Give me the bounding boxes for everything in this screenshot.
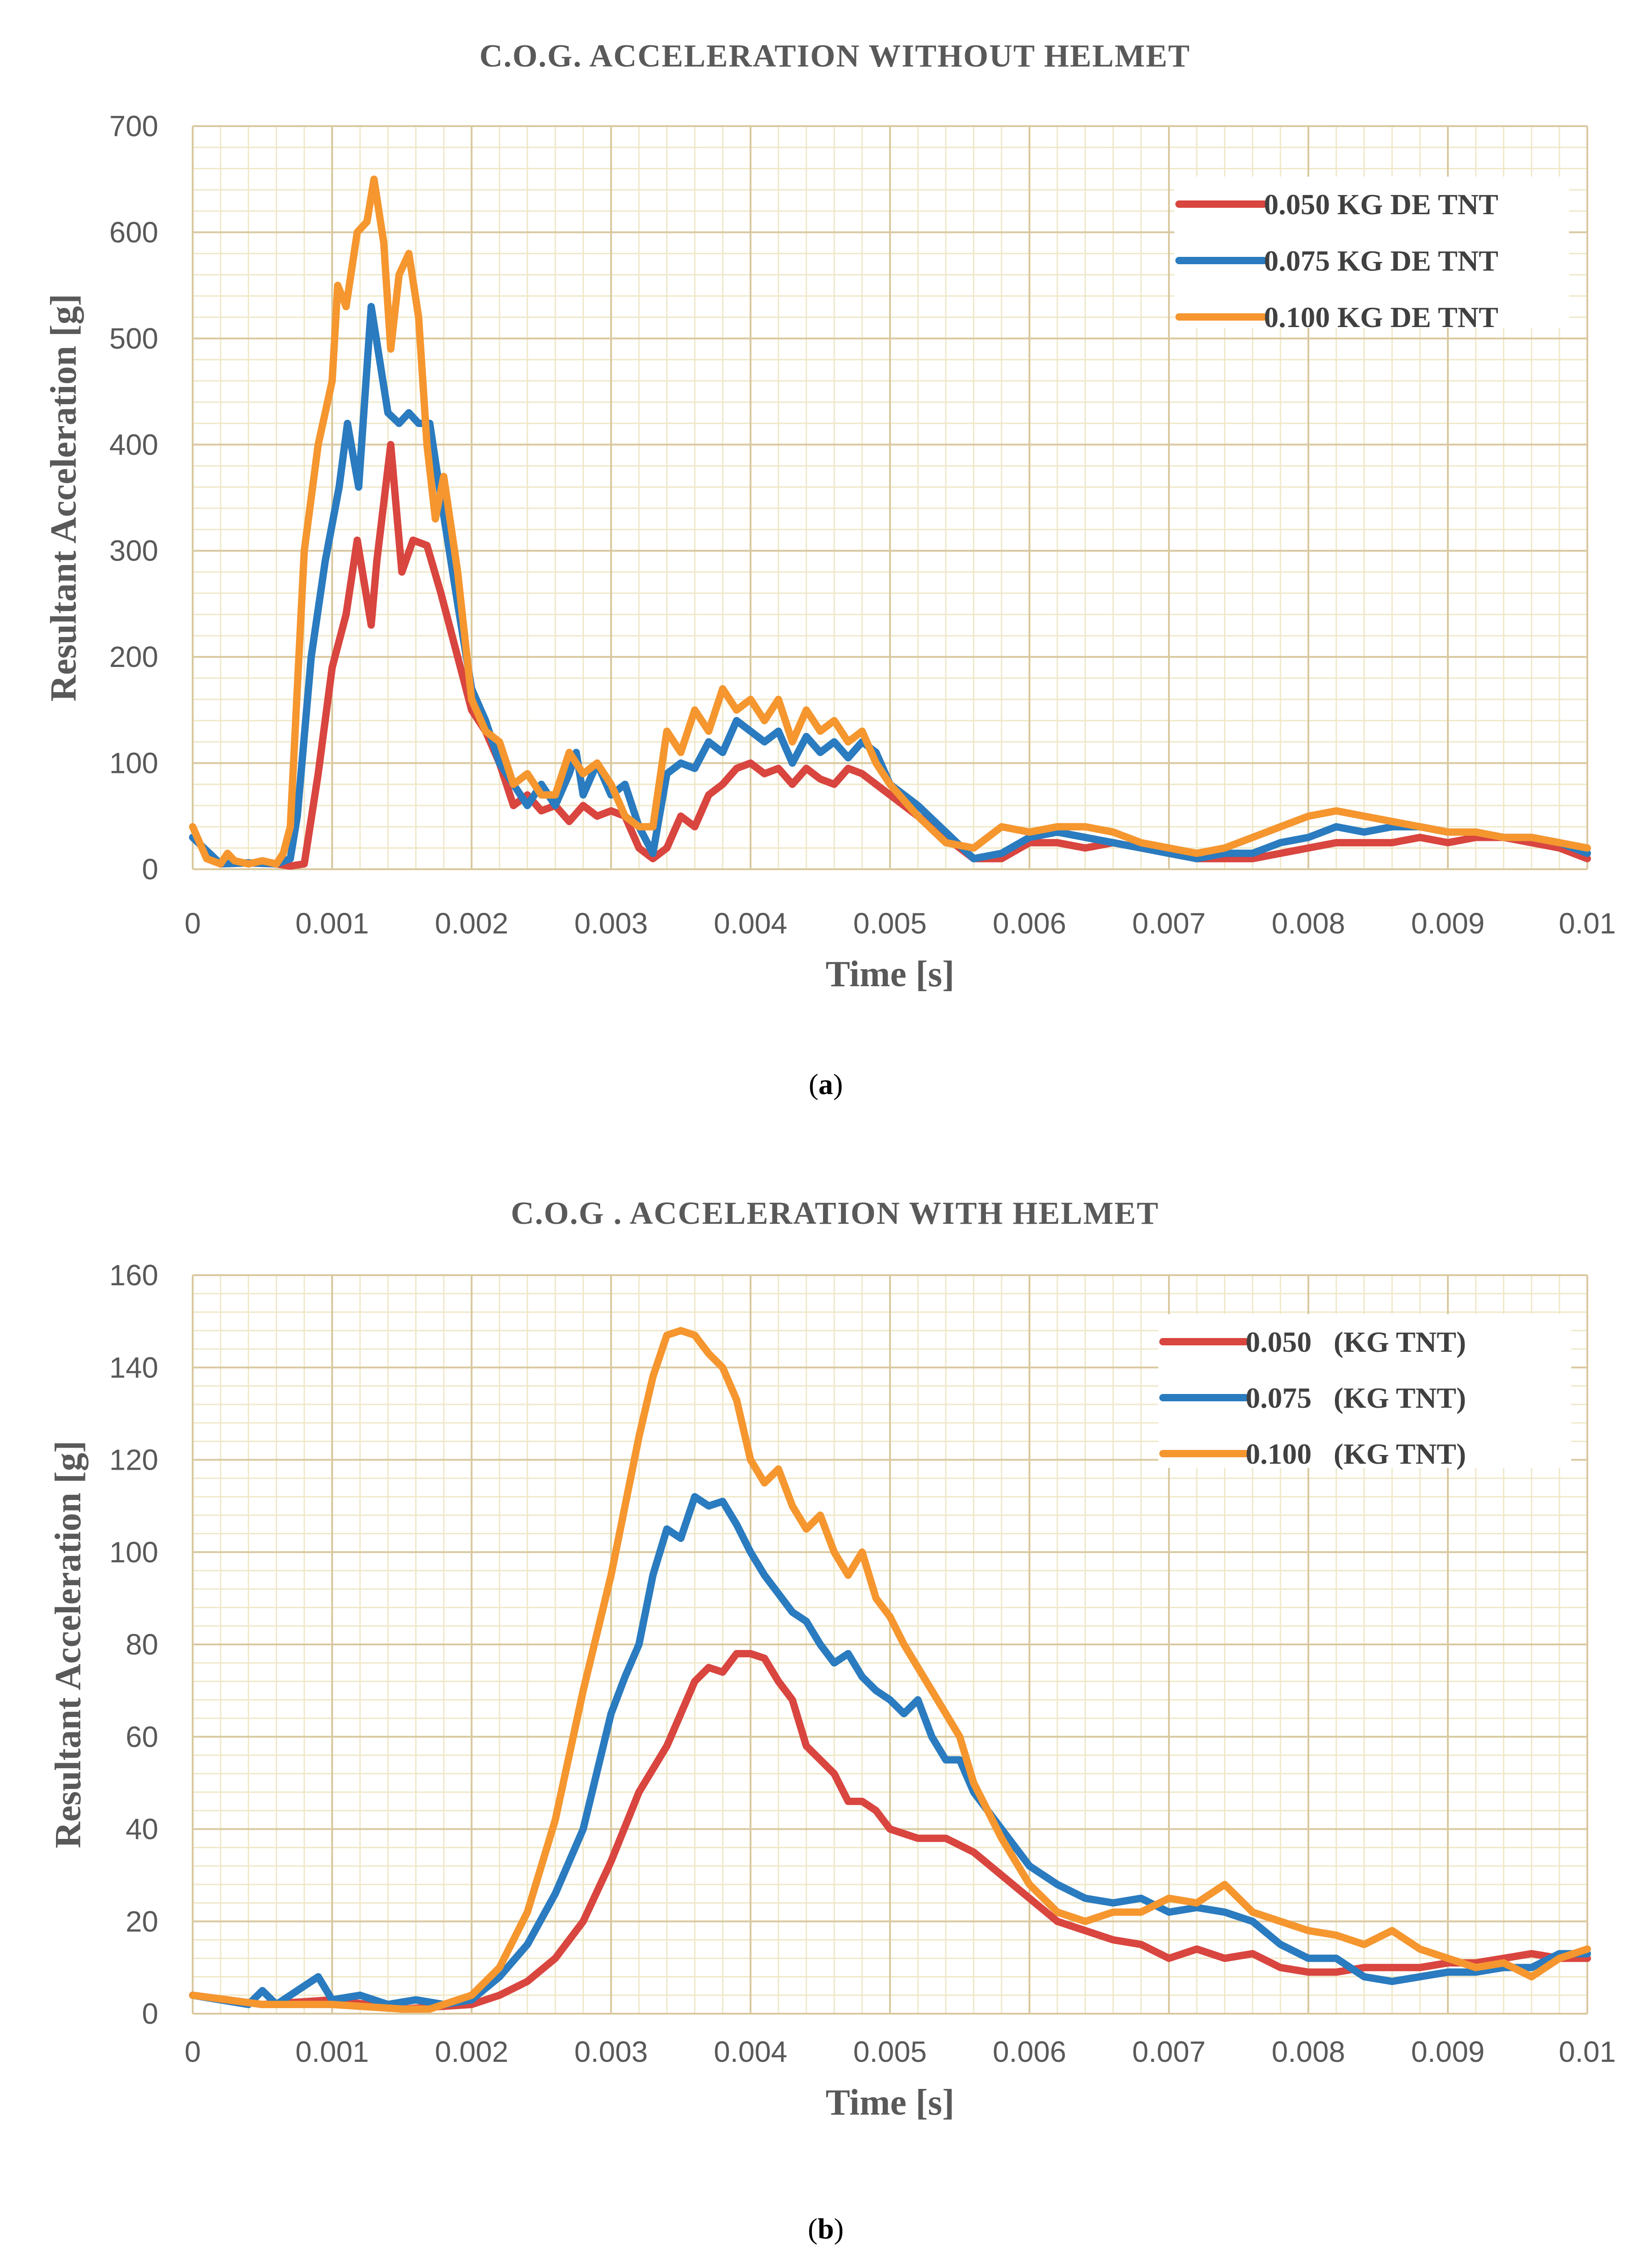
x-tick-label: 0.002 — [435, 907, 508, 940]
grid — [192, 1274, 1588, 2015]
subfigure-caption: (a) — [809, 1068, 843, 1100]
legend-label-2: 0.100 KG DE TNT — [1264, 301, 1498, 333]
y-tick-label: 160 — [109, 1259, 158, 1292]
series-line-2 — [189, 175, 1591, 868]
y-axis-label: Resultant Acceleration [g] — [48, 1441, 89, 1849]
legend-label-0: 0.050 KG DE TNT — [1264, 188, 1498, 221]
y-tick-label: 0 — [142, 853, 158, 886]
caption-letter: a — [818, 1068, 833, 1100]
series-line-2 — [189, 1327, 1591, 2013]
x-tick-label: 0.008 — [1272, 907, 1345, 940]
x-tick-label: 0.007 — [1132, 2035, 1206, 2068]
x-tick-label: 0.007 — [1132, 907, 1206, 940]
legend-label-2: 0.100 (KG TNT) — [1246, 1438, 1466, 1470]
x-tick-label: 0.003 — [574, 2035, 648, 2068]
x-tick-label: 0 — [184, 2035, 201, 2068]
x-tick-label: 0.004 — [714, 907, 787, 940]
y-tick-label: 0 — [142, 1997, 158, 2030]
x-tick-label: 0.001 — [295, 2035, 369, 2068]
series-line-0 — [189, 441, 1591, 870]
x-tick-label: 0.01 — [1559, 2035, 1616, 2068]
legend-label-1: 0.075 KG DE TNT — [1264, 244, 1498, 277]
x-axis-label: Time [s] — [826, 2082, 955, 2123]
y-tick-label: 20 — [126, 1905, 158, 1938]
subfigure-caption: (b) — [808, 2212, 844, 2245]
y-tick-label: 600 — [109, 216, 158, 249]
chart-a-without-helmet: C.O.G. ACCELERATION WITHOUT HELMET 0 0.001… — [44, 39, 1616, 1100]
chart-title: C.O.G . ACCELERATION WITH HELMET — [511, 1196, 1159, 1231]
caption-open-paren: ( — [809, 1068, 818, 1100]
y-tick-label: 100 — [109, 747, 158, 780]
y-tick-label: 700 — [109, 110, 158, 143]
x-tick-label: 0.004 — [714, 2035, 787, 2068]
caption-close-paren: ) — [834, 2212, 844, 2245]
y-tick-label: 120 — [109, 1444, 158, 1477]
y-tick-label: 200 — [109, 640, 158, 673]
x-tick-label: 0.01 — [1559, 907, 1616, 940]
x-tick-label: 0.005 — [853, 2035, 927, 2068]
y-tick-label: 60 — [126, 1720, 158, 1753]
x-tick-label: 0.003 — [574, 907, 648, 940]
chart-title: C.O.G. ACCELERATION WITHOUT HELMET — [479, 39, 1190, 74]
x-tick-label: 0 — [184, 907, 201, 940]
y-tick-label: 300 — [109, 534, 158, 567]
x-tick-label: 0.008 — [1272, 2035, 1345, 2068]
y-tick-label: 100 — [109, 1536, 158, 1569]
y-tick-label: 500 — [109, 322, 158, 355]
x-tick-label: 0.006 — [993, 907, 1066, 940]
legend: 0.050 (KG TNT) 0.075 (KG TNT) 0.100 (KG TN… — [1158, 1314, 1571, 1470]
y-axis-label: Resultant Acceleration [g] — [44, 294, 84, 702]
caption-close-paren: ) — [833, 1068, 843, 1100]
x-tick-label: 0.006 — [993, 2035, 1066, 2068]
x-tick-label: 0.009 — [1411, 907, 1485, 940]
y-tick-label: 40 — [126, 1813, 158, 1846]
x-tick-label: 0.002 — [435, 2035, 508, 2068]
x-tick-label: 0.005 — [853, 907, 927, 940]
legend-label-1: 0.075 (KG TNT) — [1246, 1382, 1466, 1414]
legend: 0.050 KG DE TNT 0.075 KG DE TNT 0.100 KG D… — [1174, 177, 1569, 333]
caption-open-paren: ( — [808, 2212, 818, 2245]
x-tick-label: 0.009 — [1411, 2035, 1485, 2068]
series-line-1 — [189, 303, 1591, 868]
chart-b-with-helmet: C.O.G . ACCELERATION WITH HELMET 0 0.001 0.… — [48, 1196, 1616, 2245]
y-tick-label: 80 — [126, 1628, 158, 1661]
x-axis-label: Time [s] — [826, 954, 955, 994]
legend-label-0: 0.050 (KG TNT) — [1246, 1326, 1466, 1358]
x-tick-label: 0.001 — [295, 907, 369, 940]
y-tick-label: 400 — [109, 428, 158, 461]
caption-letter: b — [818, 2212, 834, 2245]
y-tick-label: 140 — [109, 1351, 158, 1384]
